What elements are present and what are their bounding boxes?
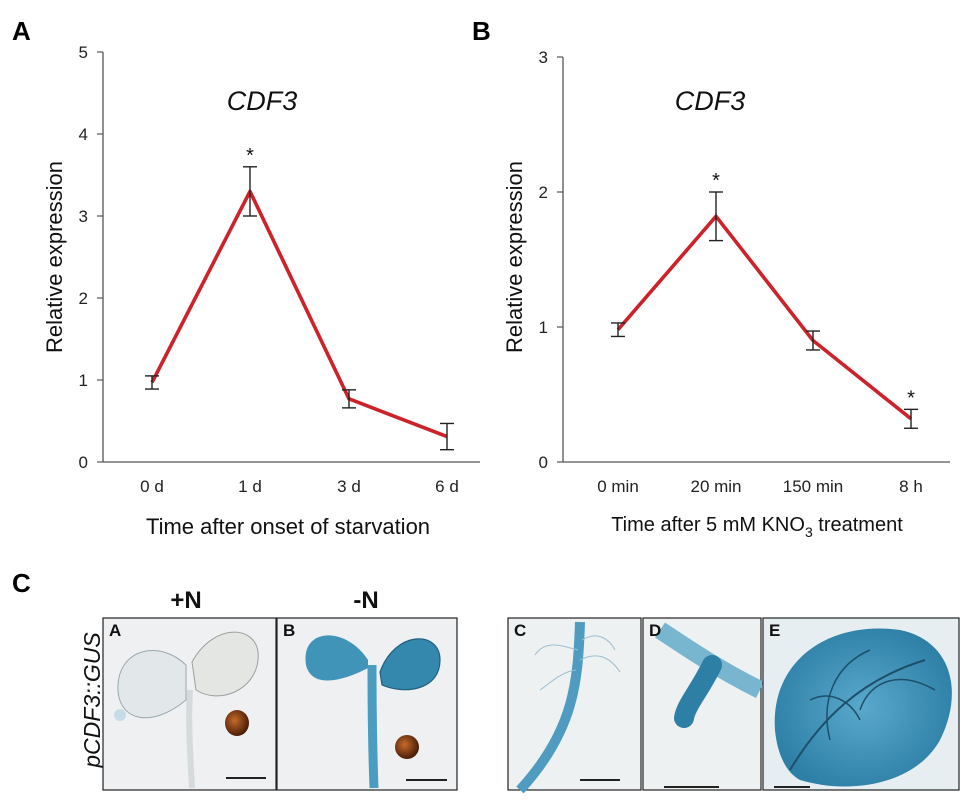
seed-b	[395, 735, 419, 759]
photo-c-label: C	[514, 621, 526, 640]
chart-a-xtick-label: 1 d	[238, 477, 262, 496]
chart-a-ytick-label: 0	[79, 453, 88, 472]
photo-a-label: A	[109, 621, 121, 640]
chart-b-title: CDF3	[675, 86, 746, 116]
chart-a-ytick-label: 1	[79, 371, 88, 390]
photo-e-label: E	[769, 621, 780, 640]
seed	[225, 710, 249, 736]
chart-b-xlabel-post: treatment	[813, 514, 903, 536]
gus-row-label: pCDF3::GUS	[79, 632, 105, 769]
chart-a-ytick-label: 4	[79, 125, 88, 144]
chart-b-errorbar	[709, 191, 723, 242]
chart-a-xtick-label: 3 d	[337, 477, 361, 496]
chart-a-significance: *	[246, 145, 254, 167]
chart-b-ytick-label: 2	[539, 183, 548, 202]
panel-letter-c: C	[12, 568, 31, 598]
panel-letter-a: A	[12, 16, 31, 46]
condition-minus-n: -N	[353, 587, 378, 614]
chart-a-ytick-label: 2	[79, 289, 88, 308]
panel-c: pCDF3::GUS +N -N A B	[79, 587, 960, 794]
photo-e: E	[762, 617, 960, 791]
chart-a-ytick-label: 5	[79, 43, 88, 62]
chart-b-ylabel: Relative expression	[502, 161, 527, 353]
chart-b-ytick-label: 0	[539, 453, 548, 472]
chart-b-errorbar	[806, 330, 820, 351]
chart-b-significance: *	[907, 387, 915, 409]
chart-b-errorbar	[611, 322, 625, 338]
chart-b-ytick-label: 1	[539, 318, 548, 337]
chart-a-errorbar	[342, 389, 356, 409]
chart-b-xlabel-pre: Time after 5 mM KNO	[611, 514, 805, 536]
chart-b: 0 1 2 3 0 min 20 min 150 min 8 h CDF3 Relative…	[502, 48, 950, 540]
chart-b-xtick-label: 20 min	[690, 477, 741, 496]
chart-b-significance: *	[712, 170, 720, 192]
chart-b-errorbar	[904, 408, 918, 429]
chart-a-xlabel: Time after onset of starvation	[146, 514, 430, 539]
chart-b-xtick-label: 150 min	[783, 477, 843, 496]
chart-b-xtick-label: 8 h	[899, 477, 923, 496]
chart-a-title: CDF3	[227, 86, 298, 116]
chart-b-xlabel-sub: 3	[805, 524, 813, 540]
chart-b-xlabel: Time after 5 mM KNO3 treatment	[611, 514, 903, 540]
panel-letter-b: B	[472, 16, 491, 46]
chart-a: 0 1 2 3 4 5 0 d 1 d 3 d 6 d CDF3 Relative expres…	[42, 43, 480, 539]
photo-d-label: D	[649, 621, 661, 640]
condition-plus-n: +N	[170, 587, 201, 614]
chart-a-xtick-label: 6 d	[435, 477, 459, 496]
photo-b-label: B	[283, 621, 295, 640]
chart-b-series-line	[616, 214, 913, 421]
chart-a-errorbar	[243, 166, 257, 217]
photo-d: D	[642, 617, 765, 791]
photo-a: A	[102, 617, 277, 791]
chart-a-ylabel: Relative expression	[42, 161, 67, 353]
chart-b-ytick-label: 3	[539, 48, 548, 67]
chart-b-xtick-label: 0 min	[597, 477, 639, 496]
chart-a-xtick-label: 0 d	[140, 477, 164, 496]
chart-a-series-line	[150, 189, 448, 439]
chart-a-errorbar	[440, 422, 454, 451]
chart-a-ytick-label: 3	[79, 207, 88, 226]
photo-b: B	[276, 617, 458, 791]
photo-c: C	[507, 617, 642, 794]
chart-a-errorbar	[145, 375, 159, 390]
